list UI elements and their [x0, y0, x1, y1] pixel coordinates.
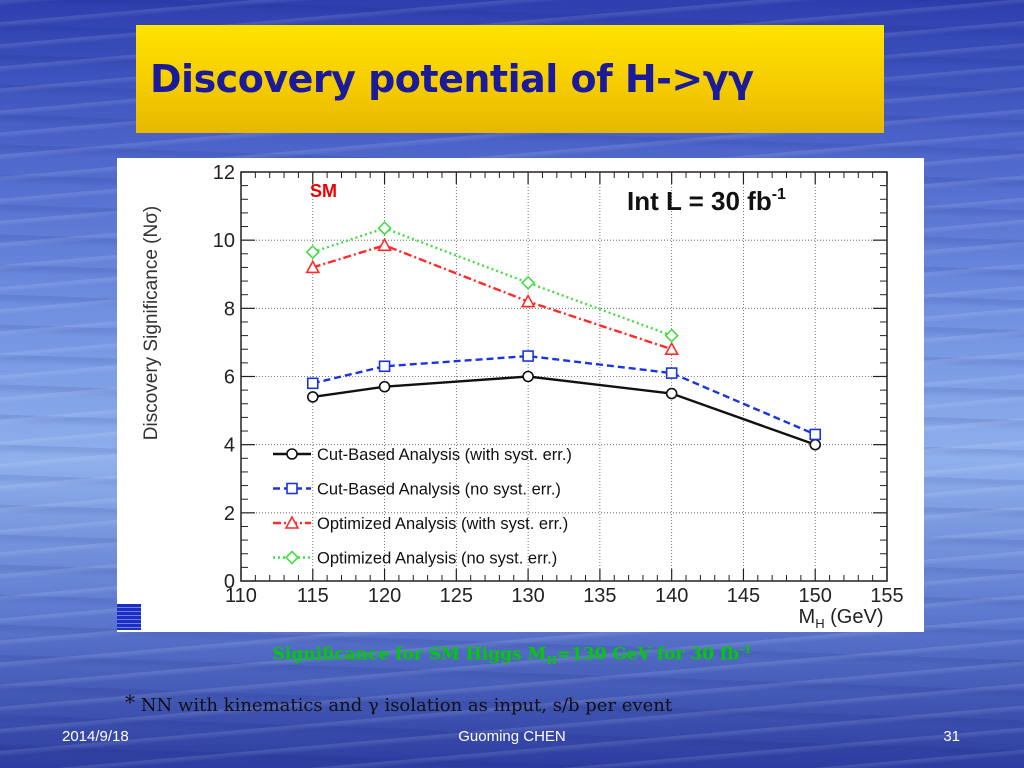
data-point	[522, 370, 534, 383]
data-point	[664, 328, 679, 343]
slide-title: Discovery potential of H->γγ	[150, 57, 754, 101]
series-line	[312, 244, 673, 351]
luminosity-exponent: -1	[772, 186, 786, 203]
footnote-text: NN with kinematics and γ isolation as in…	[135, 695, 673, 716]
x-axis-label-main: M	[799, 606, 816, 628]
legend: Cut-Based Analysis (with syst. err.) Cut-…	[273, 446, 572, 568]
legend-entry-2: Cut-Based Analysis (no syst. err.)	[273, 481, 561, 499]
footnote: * NN with kinematics and γ isolation as …	[125, 690, 672, 716]
corner-logo-mark	[117, 604, 141, 630]
x-axis-label-sub: H	[815, 616, 824, 631]
caption-mid: =130 GeV for 30 fb	[556, 644, 740, 665]
legend-label: Cut-Based Analysis (no syst. err.)	[317, 481, 561, 499]
y-tick-label: 8	[224, 298, 235, 320]
y-tick-label: 0	[224, 571, 235, 593]
x-axis-label-unit: (GeV)	[825, 606, 884, 628]
data-point	[809, 428, 822, 441]
series-line	[312, 354, 816, 436]
data-point	[664, 341, 680, 356]
footer-author: Guoming CHEN	[458, 728, 566, 745]
footer-page-number: 31	[943, 728, 960, 745]
data-point	[378, 360, 391, 373]
caption-subscript: H	[546, 654, 557, 668]
data-point	[306, 377, 319, 390]
legend-marker	[286, 448, 298, 460]
legend-entry-3: Optimized Analysis (with syst. err.)	[273, 515, 568, 533]
data-point	[306, 391, 319, 403]
data-point	[378, 380, 391, 393]
y-tick-label: 2	[224, 503, 235, 525]
y-tick-label: 6	[224, 367, 235, 389]
data-point	[305, 259, 321, 274]
series-3	[305, 237, 680, 356]
x-tick-label: 130	[511, 585, 544, 607]
series-2	[306, 350, 822, 441]
data-point	[377, 221, 392, 236]
legend-marker	[286, 482, 298, 495]
x-tick-label: 125	[440, 585, 473, 607]
data-point	[377, 237, 392, 252]
x-tick-label: 140	[655, 585, 688, 607]
legend-label: Optimized Analysis (with syst. err.)	[317, 515, 568, 533]
data-point	[520, 275, 536, 290]
series-4	[305, 221, 679, 343]
x-tick-label: 110	[225, 585, 257, 607]
y-tick-label: 4	[224, 435, 235, 457]
luminosity-text: Int L = 30 fb	[627, 186, 772, 216]
y-tick-label: 10	[213, 230, 235, 252]
chart-panel: 110 115 120 125 130 135 140 145 150 155 0 2 4 6 8 10 12 …	[117, 158, 924, 632]
legend-marker	[284, 550, 300, 565]
chart-caption: Significance for SM Higgs MH=130 GeV for…	[0, 643, 1024, 667]
data-point	[809, 438, 822, 451]
x-tick-label: 155	[870, 585, 903, 607]
y-tick-label: 12	[213, 162, 235, 184]
legend-marker	[284, 515, 300, 529]
legend-entry-1: Cut-Based Analysis (with syst. err.)	[273, 446, 572, 464]
data-point	[665, 387, 678, 400]
caption-main: Significance for SM Higgs M	[272, 644, 547, 665]
legend-label: Cut-Based Analysis (with syst. err.)	[317, 446, 572, 464]
x-tick-label: 120	[368, 585, 401, 607]
data-point	[665, 367, 678, 379]
data-point	[520, 293, 536, 308]
legend-label: Optimized Analysis (no syst. err.)	[317, 550, 557, 568]
footer-date: 2014/9/18	[62, 728, 129, 745]
title-box: Discovery potential of H->γγ	[136, 25, 884, 133]
y-axis-label: Discovery Significance (Nσ)	[141, 206, 162, 441]
x-tick-label: 115	[297, 585, 329, 607]
axes-layer: 110 115 120 125 130 135 140 145 150 155 0 2 4 6 8 10 12	[213, 162, 904, 607]
caption-superscript: -1	[739, 643, 752, 656]
series-1	[306, 370, 822, 451]
data-point	[522, 350, 534, 362]
legend-entry-4: Optimized Analysis (no syst. err.)	[273, 550, 557, 568]
data-point	[305, 244, 320, 260]
x-tick-label: 145	[727, 585, 760, 607]
significance-chart: 110 115 120 125 130 135 140 145 150 155024681012 …	[141, 162, 904, 631]
series-layer	[305, 221, 822, 451]
x-tick-label: 135	[583, 585, 616, 607]
luminosity-annotation: Int L = 30 fb-1	[627, 186, 786, 216]
x-tick-label: 150	[799, 585, 832, 607]
sm-annotation: SM	[310, 181, 337, 201]
x-axis-label: MH (GeV)	[799, 606, 884, 631]
footnote-star: *	[125, 690, 135, 714]
series-line	[312, 226, 673, 337]
